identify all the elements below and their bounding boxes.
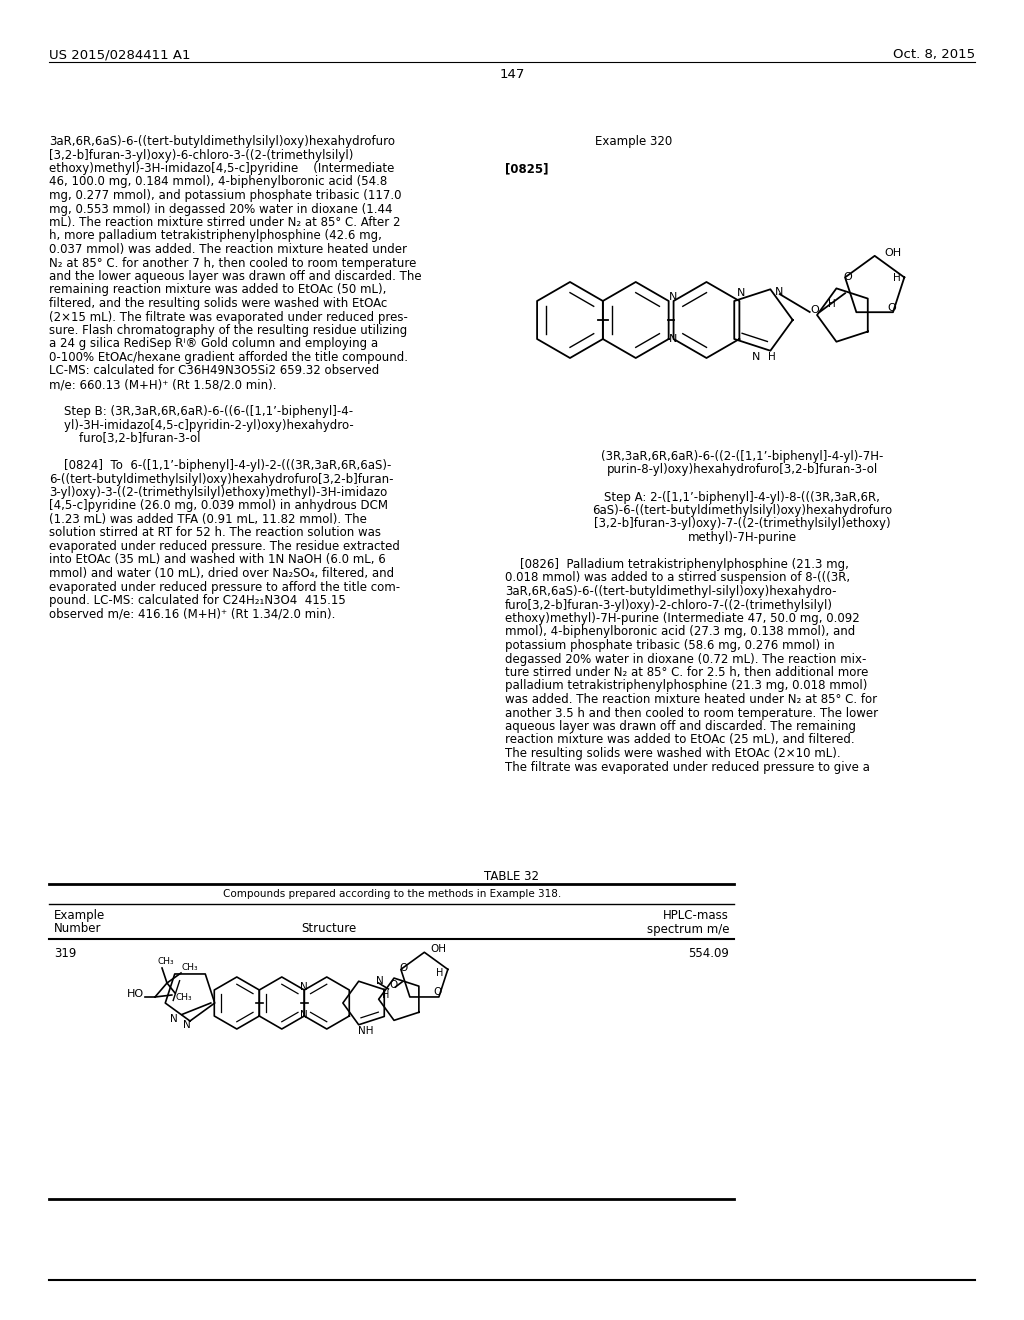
Text: [0825]: [0825] bbox=[505, 162, 549, 176]
Text: mmol) and water (10 mL), dried over Na₂SO₄, filtered, and: mmol) and water (10 mL), dried over Na₂S… bbox=[49, 568, 394, 579]
Text: Compounds prepared according to the methods in Example 318.: Compounds prepared according to the meth… bbox=[222, 888, 561, 899]
Text: OH: OH bbox=[884, 248, 901, 257]
Text: Example: Example bbox=[54, 909, 105, 921]
Text: purin-8-yl)oxy)hexahydrofuro[3,2-b]furan-3-ol: purin-8-yl)oxy)hexahydrofuro[3,2-b]furan… bbox=[606, 463, 878, 477]
Text: The resulting solids were washed with EtOAc (2×10 mL).: The resulting solids were washed with Et… bbox=[505, 747, 841, 760]
Text: remaining reaction mixture was added to EtOAc (50 mL),: remaining reaction mixture was added to … bbox=[49, 284, 386, 297]
Text: [3,2-b]furan-3-yl)oxy)-6-chloro-3-((2-(trimethylsilyl): [3,2-b]furan-3-yl)oxy)-6-chloro-3-((2-(t… bbox=[49, 149, 353, 161]
Text: was added. The reaction mixture heated under N₂ at 85° C. for: was added. The reaction mixture heated u… bbox=[505, 693, 878, 706]
Text: TABLE 32: TABLE 32 bbox=[484, 870, 540, 883]
Text: N: N bbox=[669, 292, 677, 302]
Text: H: H bbox=[768, 351, 776, 362]
Text: Step B: (3R,3aR,6R,6aR)-6-((6-([1,1’-biphenyl]-4-: Step B: (3R,3aR,6R,6aR)-6-((6-([1,1’-bip… bbox=[49, 405, 353, 418]
Text: yl)-3H-imidazo[4,5-c]pyridin-2-yl)oxy)hexahydro-: yl)-3H-imidazo[4,5-c]pyridin-2-yl)oxy)he… bbox=[49, 418, 353, 432]
Text: O: O bbox=[399, 962, 408, 973]
Text: N: N bbox=[170, 1015, 178, 1024]
Text: palladium tetrakistriphenylphosphine (21.3 mg, 0.018 mmol): palladium tetrakistriphenylphosphine (21… bbox=[505, 680, 867, 693]
Text: N: N bbox=[737, 288, 745, 297]
Text: m/e: 660.13 (M+H)⁺ (Rt 1.58/2.0 min).: m/e: 660.13 (M+H)⁺ (Rt 1.58/2.0 min). bbox=[49, 378, 276, 391]
Text: CH₃: CH₃ bbox=[175, 993, 191, 1002]
Text: N₂ at 85° C. for another 7 h, then cooled to room temperature: N₂ at 85° C. for another 7 h, then coole… bbox=[49, 256, 417, 269]
Text: 147: 147 bbox=[500, 69, 524, 81]
Text: pound. LC-MS: calculated for C24H₂₁N3O4  415.15: pound. LC-MS: calculated for C24H₂₁N3O4 … bbox=[49, 594, 346, 607]
Text: N: N bbox=[753, 351, 761, 362]
Text: evaporated under reduced pressure to afford the title com-: evaporated under reduced pressure to aff… bbox=[49, 581, 400, 594]
Text: methyl)-7H-purine: methyl)-7H-purine bbox=[687, 531, 797, 544]
Text: O: O bbox=[434, 987, 442, 997]
Text: N: N bbox=[775, 286, 783, 297]
Text: [0824]  To  6-([1,1’-biphenyl]-4-yl)-2-(((3R,3aR,6R,6aS)-: [0824] To 6-([1,1’-biphenyl]-4-yl)-2-(((… bbox=[49, 459, 391, 473]
Text: O: O bbox=[810, 305, 819, 315]
Text: LC-MS: calculated for C36H49N3O5Si2 659.32 observed: LC-MS: calculated for C36H49N3O5Si2 659.… bbox=[49, 364, 379, 378]
Text: furo[3,2-b]furan-3-yl)oxy)-2-chloro-7-((2-(trimethylsilyl): furo[3,2-b]furan-3-yl)oxy)-2-chloro-7-((… bbox=[505, 598, 833, 611]
Text: CH₃: CH₃ bbox=[181, 964, 198, 972]
Text: Structure: Structure bbox=[301, 923, 356, 936]
Text: and the lower aqueous layer was drawn off and discarded. The: and the lower aqueous layer was drawn of… bbox=[49, 271, 422, 282]
Text: HO: HO bbox=[127, 989, 144, 999]
Text: US 2015/0284411 A1: US 2015/0284411 A1 bbox=[49, 48, 190, 61]
Text: N: N bbox=[376, 975, 383, 986]
Text: 319: 319 bbox=[54, 946, 77, 960]
Text: observed m/e: 416.16 (M+H)⁺ (Rt 1.34/2.0 min).: observed m/e: 416.16 (M+H)⁺ (Rt 1.34/2.0… bbox=[49, 607, 336, 620]
Text: ethoxy)methyl)-3H-imidazo[4,5-c]pyridine    (Intermediate: ethoxy)methyl)-3H-imidazo[4,5-c]pyridine… bbox=[49, 162, 394, 176]
Text: OH: OH bbox=[430, 944, 446, 954]
Text: (3R,3aR,6R,6aR)-6-((2-([1,1’-biphenyl]-4-yl)-7H-: (3R,3aR,6R,6aR)-6-((2-([1,1’-biphenyl]-4… bbox=[601, 450, 883, 463]
Text: 3aR,6R,6aS)-6-((tert-butyldimethyl-silyl)oxy)hexahydro-: 3aR,6R,6aS)-6-((tert-butyldimethyl-silyl… bbox=[505, 585, 837, 598]
Text: 0-100% EtOAc/hexane gradient afforded the title compound.: 0-100% EtOAc/hexane gradient afforded th… bbox=[49, 351, 408, 364]
Text: The filtrate was evaporated under reduced pressure to give a: The filtrate was evaporated under reduce… bbox=[505, 760, 869, 774]
Text: sure. Flash chromatography of the resulting residue utilizing: sure. Flash chromatography of the result… bbox=[49, 323, 408, 337]
Text: 6aS)-6-((tert-butyldimethylsilyl)oxy)hexahydrofuro: 6aS)-6-((tert-butyldimethylsilyl)oxy)hex… bbox=[592, 504, 892, 517]
Text: [0826]  Palladium tetrakistriphenylphosphine (21.3 mg,: [0826] Palladium tetrakistriphenylphosph… bbox=[505, 558, 849, 572]
Text: NH: NH bbox=[358, 1026, 374, 1036]
Text: aqueous layer was drawn off and discarded. The remaining: aqueous layer was drawn off and discarde… bbox=[505, 719, 856, 733]
Text: a 24 g silica RediSep Rⁱ® Gold column and employing a: a 24 g silica RediSep Rⁱ® Gold column an… bbox=[49, 338, 378, 351]
Text: N: N bbox=[300, 982, 308, 993]
Text: O: O bbox=[844, 272, 853, 281]
Text: degassed 20% water in dioxane (0.72 mL). The reaction mix-: degassed 20% water in dioxane (0.72 mL).… bbox=[505, 652, 866, 665]
Text: [3,2-b]furan-3-yl)oxy)-7-((2-(trimethylsilyl)ethoxy): [3,2-b]furan-3-yl)oxy)-7-((2-(trimethyls… bbox=[594, 517, 890, 531]
Text: reaction mixture was added to EtOAc (25 mL), and filtered.: reaction mixture was added to EtOAc (25 … bbox=[505, 734, 855, 747]
Text: mL). The reaction mixture stirred under N₂ at 85° C. After 2: mL). The reaction mixture stirred under … bbox=[49, 216, 400, 228]
Text: mg, 0.277 mmol), and potassium phosphate tribasic (117.0: mg, 0.277 mmol), and potassium phosphate… bbox=[49, 189, 401, 202]
Text: CH₃: CH₃ bbox=[157, 957, 174, 966]
Text: spectrum m/e: spectrum m/e bbox=[647, 923, 729, 936]
Text: 0.018 mmol) was added to a stirred suspension of 8-(((3R,: 0.018 mmol) was added to a stirred suspe… bbox=[505, 572, 850, 585]
Text: into EtOAc (35 mL) and washed with 1N NaOH (6.0 mL, 6: into EtOAc (35 mL) and washed with 1N Na… bbox=[49, 553, 386, 566]
Text: H: H bbox=[382, 990, 390, 1001]
Text: 46, 100.0 mg, 0.184 mmol), 4-biphenylboronic acid (54.8: 46, 100.0 mg, 0.184 mmol), 4-biphenylbor… bbox=[49, 176, 387, 189]
Text: N: N bbox=[183, 1020, 190, 1031]
Text: ture stirred under N₂ at 85° C. for 2.5 h, then additional more: ture stirred under N₂ at 85° C. for 2.5 … bbox=[505, 667, 868, 678]
Text: filtered, and the resulting solids were washed with EtOAc: filtered, and the resulting solids were … bbox=[49, 297, 387, 310]
Text: H: H bbox=[436, 968, 443, 978]
Text: 3-yl)oxy)-3-((2-(trimethylsilyl)ethoxy)methyl)-3H-imidazo: 3-yl)oxy)-3-((2-(trimethylsilyl)ethoxy)m… bbox=[49, 486, 387, 499]
Text: mmol), 4-biphenylboronic acid (27.3 mg, 0.138 mmol), and: mmol), 4-biphenylboronic acid (27.3 mg, … bbox=[505, 626, 855, 639]
Text: N: N bbox=[300, 1010, 308, 1019]
Text: Oct. 8, 2015: Oct. 8, 2015 bbox=[893, 48, 975, 61]
Text: 0.037 mmol) was added. The reaction mixture heated under: 0.037 mmol) was added. The reaction mixt… bbox=[49, 243, 407, 256]
Text: N: N bbox=[669, 334, 677, 345]
Text: Example 320: Example 320 bbox=[595, 135, 672, 148]
Text: H: H bbox=[828, 300, 836, 309]
Text: ethoxy)methyl)-7H-purine (Intermediate 47, 50.0 mg, 0.092: ethoxy)methyl)-7H-purine (Intermediate 4… bbox=[505, 612, 860, 624]
Text: 6-((tert-butyldimethylsilyl)oxy)hexahydrofuro[3,2-b]furan-: 6-((tert-butyldimethylsilyl)oxy)hexahydr… bbox=[49, 473, 393, 486]
Text: Number: Number bbox=[54, 923, 101, 936]
Text: 554.09: 554.09 bbox=[688, 946, 729, 960]
Text: furo[3,2-b]furan-3-ol: furo[3,2-b]furan-3-ol bbox=[49, 432, 201, 445]
Text: another 3.5 h and then cooled to room temperature. The lower: another 3.5 h and then cooled to room te… bbox=[505, 706, 879, 719]
Text: (2×15 mL). The filtrate was evaporated under reduced pres-: (2×15 mL). The filtrate was evaporated u… bbox=[49, 310, 408, 323]
Text: O: O bbox=[888, 302, 896, 313]
Text: [4,5-c]pyridine (26.0 mg, 0.039 mmol) in anhydrous DCM: [4,5-c]pyridine (26.0 mg, 0.039 mmol) in… bbox=[49, 499, 388, 512]
Text: H: H bbox=[893, 273, 901, 282]
Text: O: O bbox=[389, 979, 397, 990]
Text: evaporated under reduced pressure. The residue extracted: evaporated under reduced pressure. The r… bbox=[49, 540, 400, 553]
Text: HPLC-mass: HPLC-mass bbox=[664, 909, 729, 921]
Text: h, more palladium tetrakistriphenylphosphine (42.6 mg,: h, more palladium tetrakistriphenylphosp… bbox=[49, 230, 382, 243]
Text: potassium phosphate tribasic (58.6 mg, 0.276 mmol) in: potassium phosphate tribasic (58.6 mg, 0… bbox=[505, 639, 835, 652]
Text: mg, 0.553 mmol) in degassed 20% water in dioxane (1.44: mg, 0.553 mmol) in degassed 20% water in… bbox=[49, 202, 392, 215]
Text: Step A: 2-([1,1’-biphenyl]-4-yl)-8-(((3R,3aR,6R,: Step A: 2-([1,1’-biphenyl]-4-yl)-8-(((3R… bbox=[604, 491, 880, 503]
Text: (1.23 mL) was added TFA (0.91 mL, 11.82 mmol). The: (1.23 mL) was added TFA (0.91 mL, 11.82 … bbox=[49, 513, 367, 525]
Text: solution stirred at RT for 52 h. The reaction solution was: solution stirred at RT for 52 h. The rea… bbox=[49, 527, 381, 540]
Text: 3aR,6R,6aS)-6-((tert-butyldimethylsilyl)oxy)hexahydrofuro: 3aR,6R,6aS)-6-((tert-butyldimethylsilyl)… bbox=[49, 135, 395, 148]
